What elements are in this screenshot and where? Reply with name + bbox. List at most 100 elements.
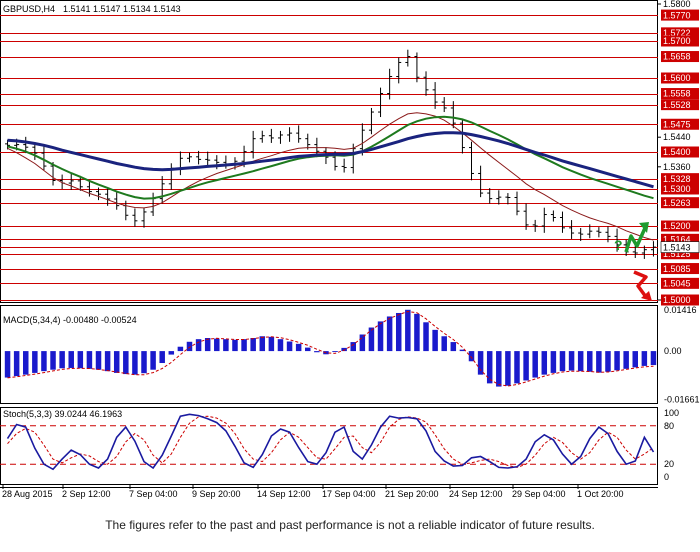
price-scale-label: 1.5360 xyxy=(663,162,691,172)
time-label: 29 Sep 04:00 xyxy=(512,489,566,499)
level-label: 1.5045 xyxy=(663,279,691,289)
price-bar xyxy=(105,188,111,206)
price-bar xyxy=(523,203,529,230)
time-label: 2 Sep 12:00 xyxy=(62,489,111,499)
price-bar xyxy=(277,130,283,144)
level-label: 1.5200 xyxy=(663,221,691,231)
macd-panel-frame xyxy=(0,305,658,404)
disclaimer-text: The figures refer to the past and past p… xyxy=(105,518,595,532)
price-bar xyxy=(50,161,56,186)
level-label: 1.5125 xyxy=(663,249,691,259)
price-bar xyxy=(614,228,620,252)
price-bar xyxy=(378,87,384,118)
price-bar xyxy=(450,101,456,129)
price-bar xyxy=(296,125,302,143)
level-label-box xyxy=(661,197,699,209)
price-bar xyxy=(569,220,575,239)
price-panel: 1.5800 1.5440 1.5360 1.5000 1.5770 1.57221.57… xyxy=(0,0,700,306)
level-label: 1.5000 xyxy=(663,295,691,305)
price-bar xyxy=(432,82,438,109)
price-bar xyxy=(514,191,520,216)
price-bar xyxy=(541,207,547,233)
level-label: 1.5600 xyxy=(663,73,691,83)
macd-signal-line xyxy=(7,310,654,387)
price-bar xyxy=(641,245,647,259)
price-bar xyxy=(41,146,47,171)
price-bar xyxy=(423,71,429,96)
level-label-box xyxy=(661,220,699,232)
level-label-box xyxy=(661,27,699,39)
level-label-box xyxy=(661,183,699,195)
time-label: 7 Sep 04:00 xyxy=(129,489,178,499)
price-bar xyxy=(159,176,165,204)
macd-scale-label: 0.00 xyxy=(664,346,682,356)
price-bar xyxy=(387,68,393,100)
level-label-box xyxy=(661,277,699,289)
level-label-box xyxy=(661,51,699,63)
level-label: 1.5658 xyxy=(663,52,691,62)
question-icon: ? xyxy=(614,237,623,253)
stoch-panel-frame xyxy=(0,407,658,485)
current-price-box xyxy=(660,241,700,253)
price-bar xyxy=(32,142,38,160)
arrow-up-icon xyxy=(624,222,649,253)
price-bar xyxy=(605,226,611,243)
price-bar xyxy=(487,188,493,204)
price-bar xyxy=(259,130,265,143)
level-label-box xyxy=(661,118,699,130)
price-scale-label: 1.5440 xyxy=(663,132,691,142)
price-bar xyxy=(132,208,138,227)
price-panel-frame xyxy=(0,0,658,303)
level-label-box xyxy=(661,233,699,245)
price-bar xyxy=(587,224,593,239)
level-label-box xyxy=(661,173,699,185)
stoch-scale-label: 0 xyxy=(664,472,669,482)
price-bar xyxy=(250,130,256,159)
stoch-scale-label: 100 xyxy=(664,408,679,418)
time-label: 14 Sep 12:00 xyxy=(257,489,311,499)
level-label: 1.5328 xyxy=(663,174,691,184)
price-bar xyxy=(287,127,293,142)
level-label-box xyxy=(661,99,699,111)
stoch-main-line xyxy=(6,413,655,471)
price-bar xyxy=(196,150,202,165)
stoch-scale-label: 20 xyxy=(664,459,674,469)
price-bar xyxy=(186,152,192,163)
macd-scale-label: 0.01416 xyxy=(664,305,697,315)
level-label: 1.5700 xyxy=(663,36,691,46)
price-bar xyxy=(459,119,465,154)
level-label-box xyxy=(661,146,699,158)
time-axis: 28 Aug 2015 2 Sep 12:00 7 Sep 04:00 9 Sep 2… xyxy=(0,485,658,499)
price-bar xyxy=(578,228,584,241)
time-label: 17 Sep 04:00 xyxy=(322,489,376,499)
price-bar xyxy=(205,151,211,167)
price-bar xyxy=(532,219,538,232)
price-bar xyxy=(268,128,274,143)
current-price-label: 1.5143 xyxy=(663,242,691,252)
time-label: 28 Aug 2015 xyxy=(2,489,53,499)
stoch-scale-label: 80 xyxy=(664,421,674,431)
price-bar xyxy=(68,173,74,190)
level-label-box xyxy=(661,248,699,260)
arrow-down-icon xyxy=(633,270,652,301)
price-bar xyxy=(114,191,120,210)
time-label: 21 Sep 20:00 xyxy=(385,489,439,499)
level-label: 1.5770 xyxy=(663,10,691,20)
time-label: 9 Sep 20:00 xyxy=(192,489,241,499)
chart-header-ohlc: 1.5141 1.5147 1.5134 1.5143 xyxy=(63,4,181,14)
price-bar xyxy=(596,227,602,238)
price-bar xyxy=(23,136,29,154)
price-bar xyxy=(505,193,511,205)
level-label: 1.5722 xyxy=(663,28,691,38)
time-label: 24 Sep 12:00 xyxy=(449,489,503,499)
price-bar xyxy=(396,57,402,84)
price-bar xyxy=(341,158,347,173)
level-label: 1.5085 xyxy=(663,264,691,274)
level-label: 1.5558 xyxy=(663,89,691,99)
level-label: 1.5164 xyxy=(663,235,691,245)
level-label: 1.5400 xyxy=(663,147,691,157)
price-bar xyxy=(414,52,420,83)
price-bar xyxy=(305,133,311,150)
